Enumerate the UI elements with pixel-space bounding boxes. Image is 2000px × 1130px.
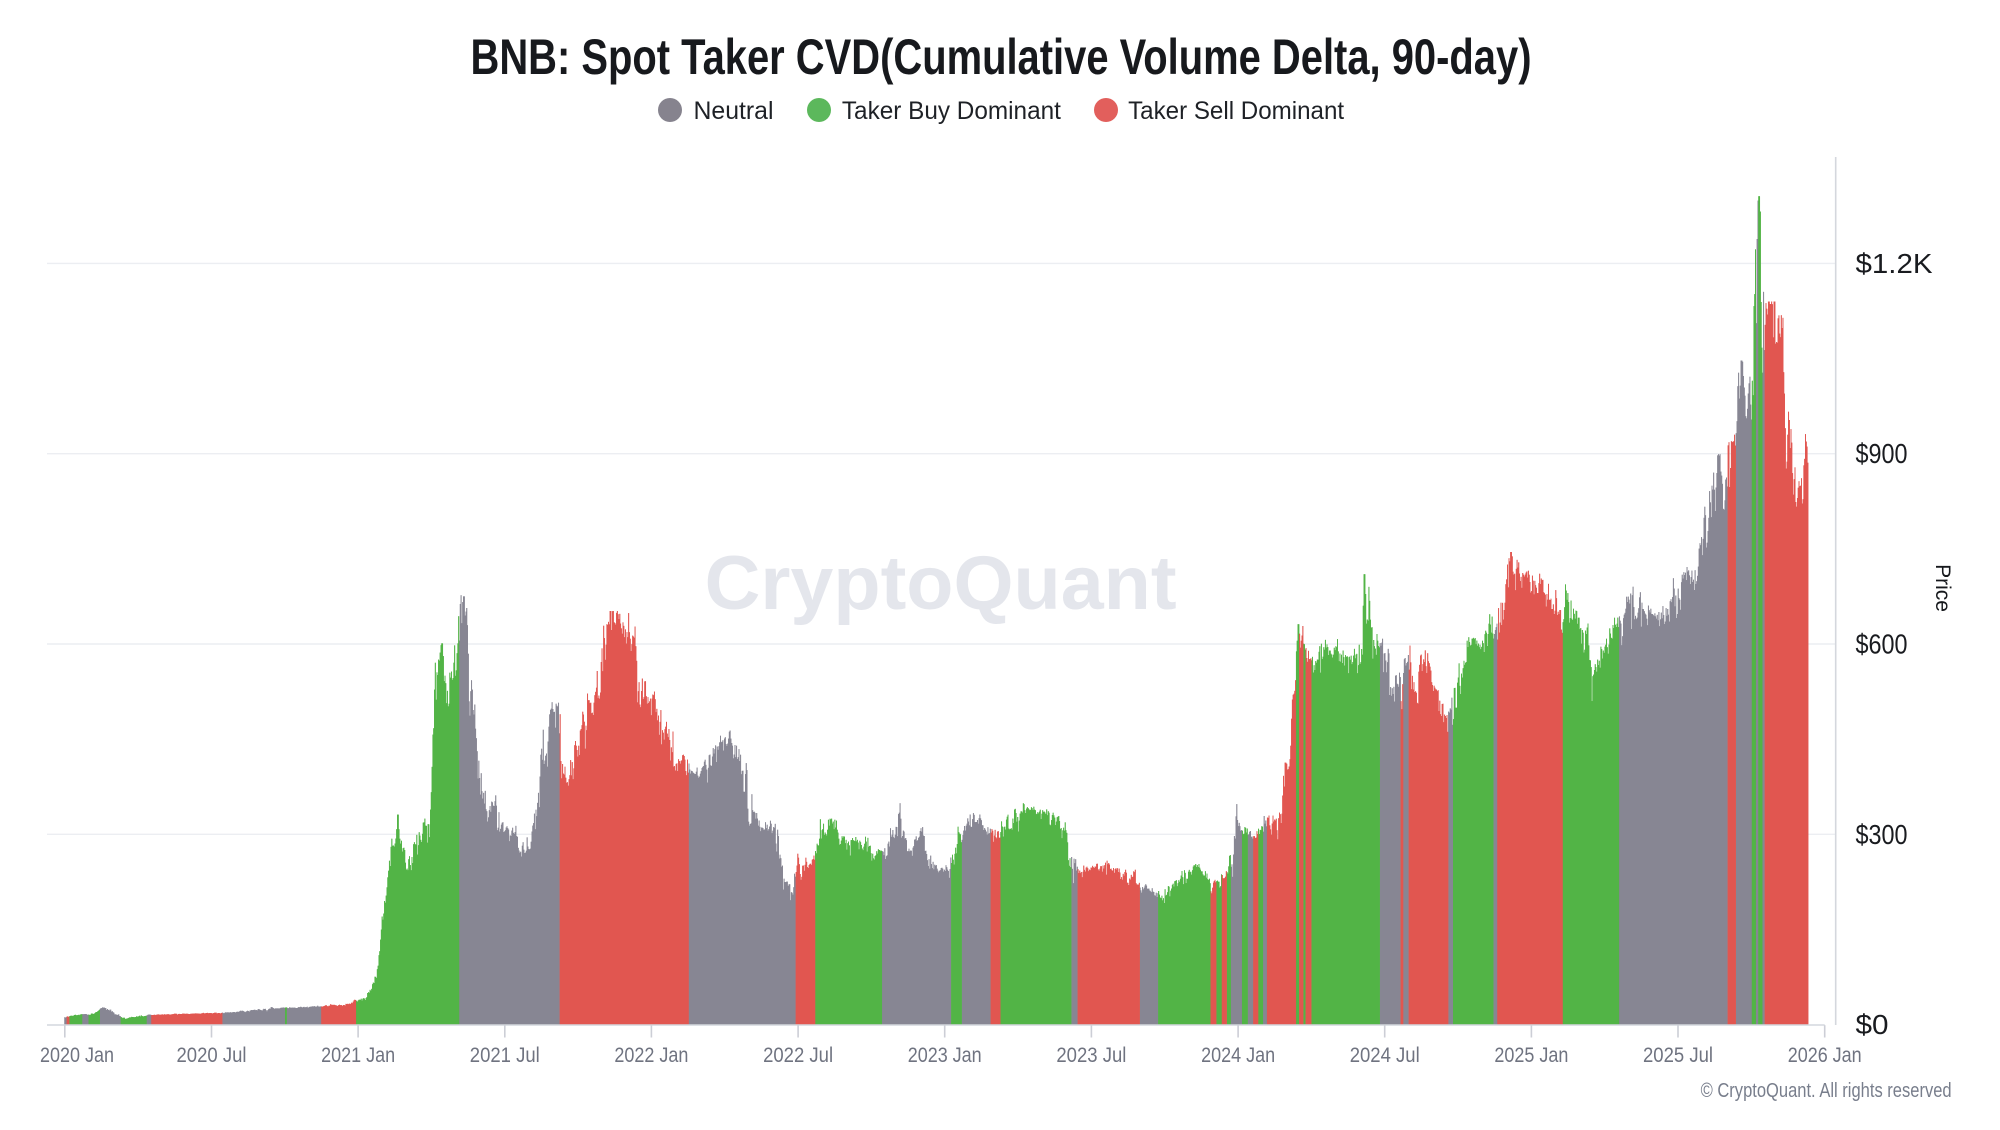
- svg-text:$0: $0: [1856, 1009, 1889, 1040]
- svg-text:2025 Jul: 2025 Jul: [1643, 1044, 1713, 1067]
- svg-text:2020 Jan: 2020 Jan: [40, 1044, 114, 1067]
- svg-text:2021 Jan: 2021 Jan: [321, 1044, 395, 1067]
- svg-text:Taker Buy Dominant: Taker Buy Dominant: [842, 97, 1061, 125]
- svg-text:2023 Jul: 2023 Jul: [1056, 1044, 1126, 1067]
- svg-text:2025 Jan: 2025 Jan: [1494, 1044, 1568, 1067]
- svg-text:Price: Price: [1931, 564, 1954, 612]
- svg-text:$600: $600: [1856, 629, 1908, 660]
- svg-text:2022 Jan: 2022 Jan: [614, 1044, 688, 1067]
- svg-text:$300: $300: [1856, 819, 1908, 850]
- svg-text:2022 Jul: 2022 Jul: [763, 1044, 833, 1067]
- svg-text:2021 Jul: 2021 Jul: [470, 1044, 540, 1067]
- svg-text:2023 Jan: 2023 Jan: [908, 1044, 982, 1067]
- svg-text:2024 Jul: 2024 Jul: [1350, 1044, 1420, 1067]
- svg-text:Neutral: Neutral: [694, 97, 774, 125]
- svg-text:$1.2K: $1.2K: [1856, 248, 1933, 279]
- svg-text:2024 Jan: 2024 Jan: [1201, 1044, 1275, 1067]
- svg-text:CryptoQuant: CryptoQuant: [705, 541, 1177, 626]
- svg-text:Taker Sell Dominant: Taker Sell Dominant: [1128, 97, 1344, 125]
- svg-text:BNB: Spot Taker CVD(Cumulative: BNB: Spot Taker CVD(Cumulative Volume De…: [471, 29, 1532, 85]
- svg-text:2020 Jul: 2020 Jul: [177, 1044, 247, 1067]
- svg-text:2026 Jan: 2026 Jan: [1788, 1044, 1862, 1067]
- svg-text:$900: $900: [1856, 438, 1908, 469]
- svg-text:© CryptoQuant. All rights rese: © CryptoQuant. All rights reserved: [1701, 1080, 1952, 1102]
